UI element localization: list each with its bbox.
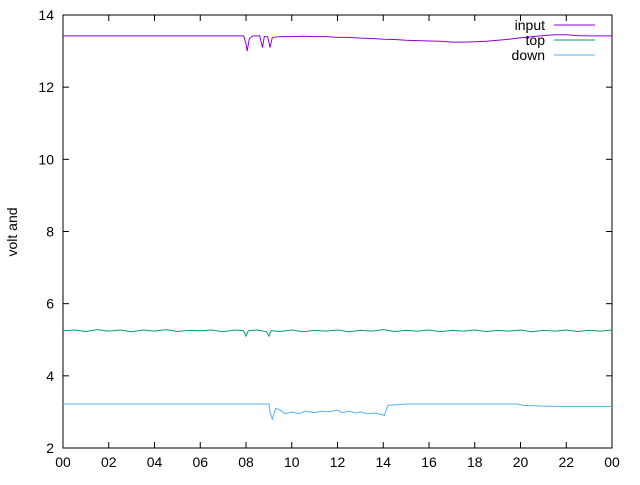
series-line-down xyxy=(63,403,612,421)
y-tick-label: 2 xyxy=(46,440,54,456)
x-tick-label: 22 xyxy=(558,454,574,470)
x-tick-label: 14 xyxy=(375,454,391,470)
x-tick-label: 18 xyxy=(467,454,483,470)
x-tick-label: 16 xyxy=(421,454,437,470)
series-line-top xyxy=(62,329,613,338)
x-tick-label: 08 xyxy=(238,454,254,470)
y-tick-label: 10 xyxy=(38,151,54,167)
y-axis-label: volt and xyxy=(4,207,20,256)
x-tick-label: 04 xyxy=(147,454,163,470)
legend-label-down: down xyxy=(512,47,545,63)
y-tick-label: 14 xyxy=(38,7,54,23)
x-tick-label: 10 xyxy=(284,454,300,470)
x-tick-label: 06 xyxy=(192,454,208,470)
x-tick-label: 12 xyxy=(330,454,346,470)
x-tick-label: 00 xyxy=(604,454,620,470)
plot-border xyxy=(62,14,613,449)
x-tick-label: 20 xyxy=(513,454,529,470)
legend-label-input: input xyxy=(515,17,545,33)
plot-frame xyxy=(62,14,613,449)
legend-label-top: top xyxy=(526,32,546,48)
y-tick-label: 12 xyxy=(38,79,54,95)
series-lines xyxy=(62,34,613,421)
x-tick-label: 02 xyxy=(101,454,117,470)
y-tick-label: 4 xyxy=(46,368,54,384)
x-tick-label: 00 xyxy=(55,454,71,470)
y-tick-label: 8 xyxy=(46,224,54,240)
y-tick-label: 6 xyxy=(46,296,54,312)
series-line-input xyxy=(63,34,612,52)
